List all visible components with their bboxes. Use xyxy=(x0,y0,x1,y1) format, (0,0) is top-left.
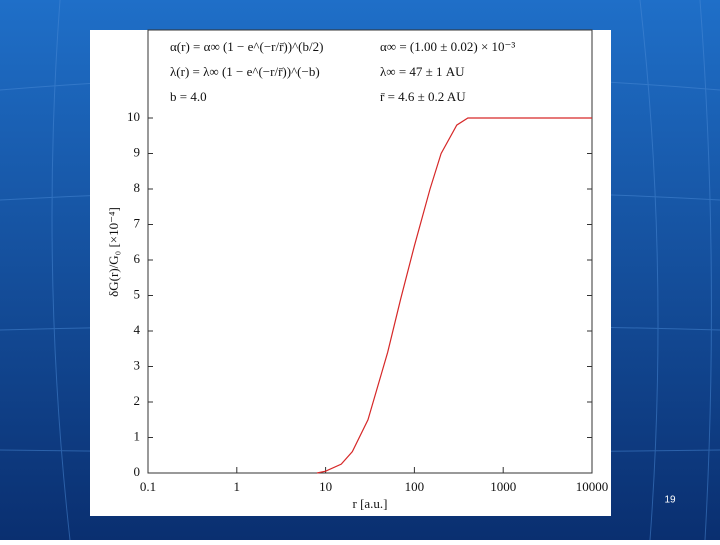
y-tick-label: 9 xyxy=(134,144,141,159)
annotation: r̄ = 4.6 ± 0.2 AU xyxy=(380,89,466,104)
chart-panel xyxy=(90,30,611,516)
y-axis-label: δG(r)/G₀ [×10⁻⁴] xyxy=(106,207,121,297)
x-tick-label: 100 xyxy=(405,479,425,494)
x-tick-label: 1000 xyxy=(490,479,516,494)
annotation: α∞ = (1.00 ± 0.02) × 10⁻³ xyxy=(380,39,515,54)
data-line xyxy=(316,117,592,474)
x-axis-label: r [a.u.] xyxy=(352,496,387,511)
annotation: α(r) = α∞ (1 − e^(−r/r̄))^(b/2) xyxy=(170,39,323,54)
x-tick-label: 10 xyxy=(319,479,332,494)
y-tick-label: 3 xyxy=(134,357,141,372)
y-tick-label: 0 xyxy=(134,464,141,479)
plot-frame xyxy=(147,29,593,474)
y-tick-label: 2 xyxy=(134,393,141,408)
y-tick-label: 5 xyxy=(134,286,141,301)
y-tick-label: 8 xyxy=(134,180,141,195)
slide-number: 19 xyxy=(664,495,676,506)
y-tick-label: 7 xyxy=(134,215,141,230)
y-tick-label: 1 xyxy=(134,428,141,443)
y-tick-label: 10 xyxy=(127,109,140,124)
x-tick-label: 0.1 xyxy=(140,479,156,494)
annotation: λ(r) = λ∞ (1 − e^(−r/r̄))^(−b) xyxy=(170,64,320,79)
x-tick-label: 1 xyxy=(234,479,241,494)
y-tick-label: 4 xyxy=(134,322,141,337)
annotation: λ∞ = 47 ± 1 AU xyxy=(380,64,465,79)
annotation: b = 4.0 xyxy=(170,89,207,104)
y-tick-label: 6 xyxy=(134,251,141,266)
x-tick-label: 10000 xyxy=(576,479,609,494)
